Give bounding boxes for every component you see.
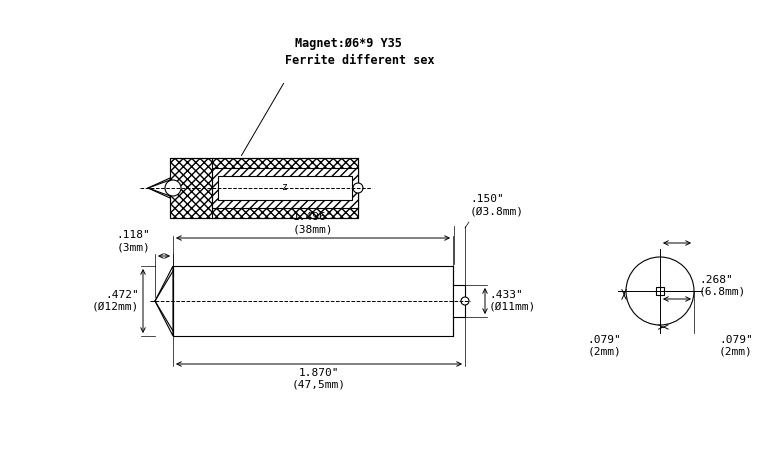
Circle shape bbox=[353, 183, 363, 193]
Text: .268"
(6.8mm): .268" (6.8mm) bbox=[699, 275, 746, 297]
Bar bbox=[212, 168, 358, 208]
Bar bbox=[218, 176, 352, 200]
Text: .079"
(2mm): .079" (2mm) bbox=[719, 335, 753, 357]
Bar bbox=[453, 285, 465, 317]
Text: Magnet:Ø6*9 Y35: Magnet:Ø6*9 Y35 bbox=[295, 38, 402, 50]
Text: .079"
(2mm): .079" (2mm) bbox=[587, 335, 621, 357]
Polygon shape bbox=[155, 266, 173, 336]
Circle shape bbox=[461, 297, 469, 305]
Text: Ferrite different sex: Ferrite different sex bbox=[285, 54, 434, 68]
Bar bbox=[656, 287, 664, 295]
Text: .118"
(3mm): .118" (3mm) bbox=[116, 230, 150, 252]
Text: 1.496"
(38mm): 1.496" (38mm) bbox=[292, 212, 333, 234]
Text: .150"
(Ø3.8mm): .150" (Ø3.8mm) bbox=[470, 194, 524, 216]
Bar bbox=[173, 266, 453, 336]
Bar bbox=[170, 158, 358, 218]
Text: .433"
(Ø11mm): .433" (Ø11mm) bbox=[489, 290, 536, 312]
Text: 1.870"
(47,5mm): 1.870" (47,5mm) bbox=[292, 368, 346, 389]
Text: z: z bbox=[282, 182, 288, 192]
Circle shape bbox=[165, 180, 181, 196]
Text: .472"
(Ø12mm): .472" (Ø12mm) bbox=[92, 290, 139, 312]
Circle shape bbox=[626, 257, 694, 325]
Bar bbox=[170, 158, 358, 218]
Polygon shape bbox=[148, 178, 170, 198]
Bar bbox=[212, 168, 358, 208]
